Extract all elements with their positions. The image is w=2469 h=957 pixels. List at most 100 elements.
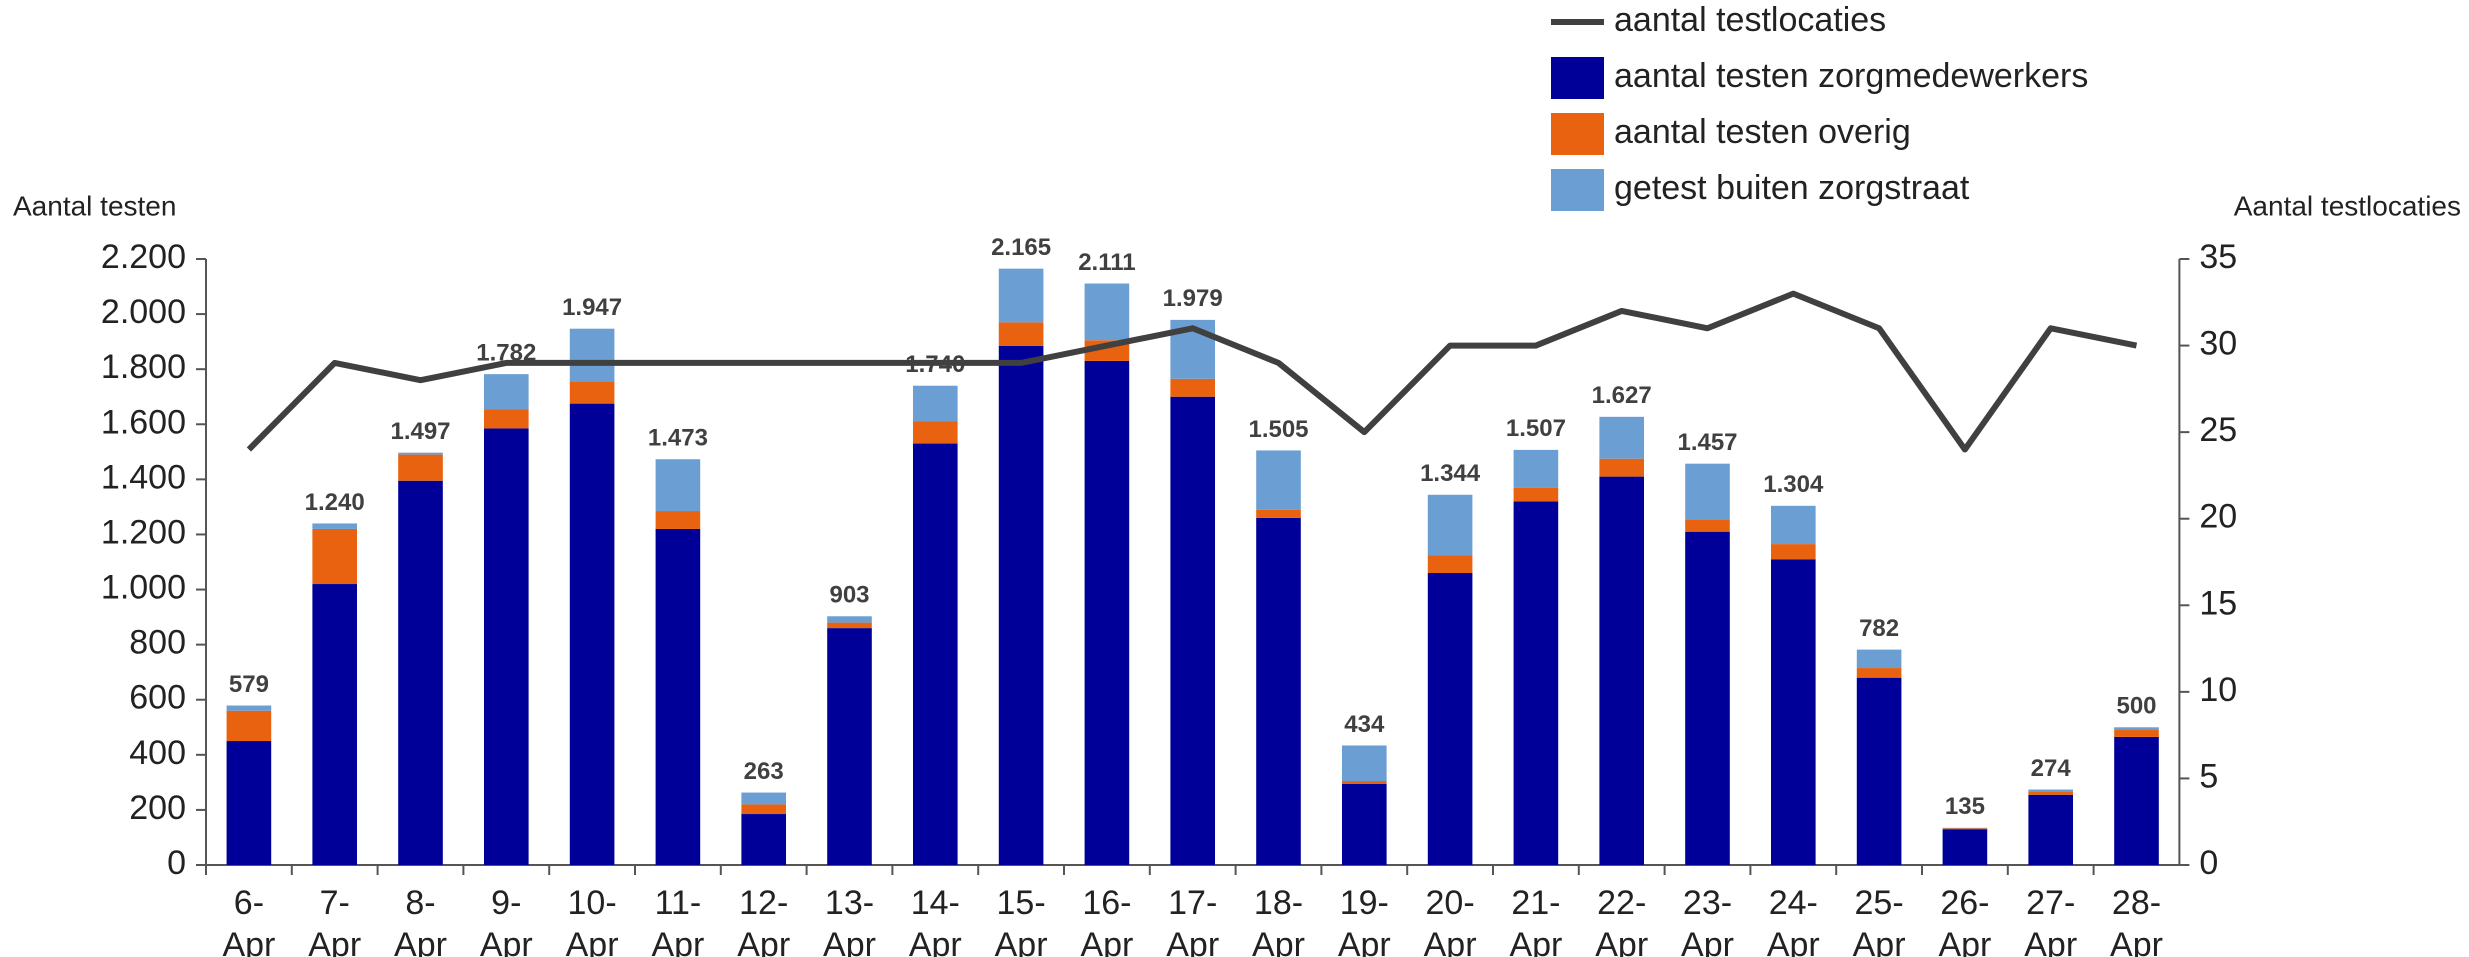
bar-segment bbox=[312, 528, 358, 585]
x-tick-label: 28-Apr bbox=[2110, 884, 2163, 957]
y-tick-label: 2.000 bbox=[101, 293, 186, 331]
bar-segment bbox=[569, 381, 615, 404]
bar-segment bbox=[1770, 559, 1816, 865]
total-label: 1.304 bbox=[1763, 471, 1824, 498]
legend-label: aantal testen overig bbox=[1614, 113, 1911, 151]
y-tick-label: 1.400 bbox=[101, 458, 186, 496]
line-series bbox=[246, 290, 2138, 453]
bar-segment bbox=[741, 814, 787, 865]
y2-tick-label: 20 bbox=[2199, 498, 2237, 536]
y-tick-label: 0 bbox=[167, 844, 186, 882]
bar-segment bbox=[1256, 517, 1301, 865]
bar-segment bbox=[1256, 509, 1301, 518]
y2-tick-label: 30 bbox=[2199, 325, 2237, 363]
bar-segment bbox=[2114, 727, 2159, 731]
legend-label: getest buiten zorgstraat bbox=[1614, 169, 1970, 207]
total-label: 263 bbox=[744, 758, 784, 785]
bar-segment bbox=[1942, 827, 1988, 829]
bar-segment bbox=[1513, 501, 1559, 865]
y2-tick-label: 15 bbox=[2199, 584, 2237, 622]
x-tick-label: 26-Apr bbox=[1938, 884, 1991, 957]
bar-segment bbox=[1942, 828, 1988, 830]
total-label: 1.507 bbox=[1506, 415, 1566, 442]
y-tick-label: 600 bbox=[129, 679, 186, 717]
bar-segment bbox=[912, 443, 958, 865]
total-label: 1.473 bbox=[648, 425, 708, 452]
y2-tick-label: 0 bbox=[2199, 844, 2218, 882]
x-tick-label: 22-Apr bbox=[1595, 884, 1648, 957]
bar-segment bbox=[312, 584, 358, 865]
total-label: 1.344 bbox=[1420, 460, 1481, 487]
total-label: 579 bbox=[229, 671, 269, 698]
x-tick-label: 18-Apr bbox=[1252, 884, 1305, 957]
bar-segment bbox=[1685, 519, 1730, 532]
bar-segment bbox=[398, 480, 443, 865]
total-label: 782 bbox=[1859, 615, 1899, 642]
bar-segment bbox=[2028, 794, 2074, 865]
x-tick-label: 7-Apr bbox=[308, 884, 361, 957]
y-tick-label: 2.200 bbox=[101, 238, 186, 276]
bar-segment bbox=[998, 345, 1044, 865]
y-axis-title: Aantal testen bbox=[13, 190, 176, 221]
bar-segment bbox=[226, 741, 272, 865]
y-tick-label: 1.000 bbox=[101, 569, 186, 607]
bar-segment bbox=[1770, 505, 1816, 545]
bar-segment bbox=[998, 268, 1044, 323]
total-label: 434 bbox=[1344, 711, 1385, 738]
bar-segment bbox=[655, 511, 701, 529]
y2-tick-label: 10 bbox=[2199, 671, 2237, 709]
x-tick-label: 21-Apr bbox=[1509, 884, 1562, 957]
total-label: 1.240 bbox=[305, 489, 365, 516]
bar-segment bbox=[1770, 544, 1816, 560]
y-tick-label: 1.600 bbox=[101, 403, 186, 441]
bar-segment bbox=[2114, 736, 2159, 865]
bar-segment bbox=[827, 616, 872, 623]
legend-swatch bbox=[1551, 57, 1604, 99]
total-label: 2.165 bbox=[991, 234, 1051, 261]
x-tick-label: 19-Apr bbox=[1338, 884, 1391, 957]
bar-segment bbox=[1341, 783, 1387, 865]
x-tick-label: 25-Apr bbox=[1853, 884, 1906, 957]
bar-segment bbox=[655, 459, 701, 512]
x-tick-label: 16-Apr bbox=[1080, 884, 1133, 957]
bar-segment bbox=[1170, 396, 1216, 865]
bar-segment bbox=[312, 523, 358, 529]
bar-segment bbox=[1084, 360, 1130, 865]
total-label: 135 bbox=[1945, 793, 1985, 820]
y2-tick-label: 5 bbox=[2199, 757, 2218, 795]
bar-segment bbox=[398, 452, 443, 455]
x-tick-label: 12-Apr bbox=[737, 884, 790, 957]
total-label: 500 bbox=[2116, 693, 2156, 720]
x-tick-label: 14-Apr bbox=[909, 884, 962, 957]
legend-label: aantal testlocaties bbox=[1614, 1, 1886, 39]
bar-segment bbox=[1942, 829, 1988, 865]
total-label: 1.979 bbox=[1163, 285, 1223, 312]
bar-segment bbox=[2114, 730, 2159, 737]
total-label: 1.627 bbox=[1592, 382, 1652, 409]
bar-segment bbox=[998, 322, 1044, 346]
bar-segment bbox=[1341, 780, 1387, 784]
y-tick-label: 1.200 bbox=[101, 513, 186, 551]
bar-segment bbox=[1856, 677, 1902, 865]
total-label: 1.505 bbox=[1248, 416, 1308, 443]
y-tick-label: 800 bbox=[129, 624, 186, 662]
x-tick-label: 6-Apr bbox=[222, 884, 275, 957]
bar-segment bbox=[1427, 494, 1473, 556]
total-label: 1.497 bbox=[390, 418, 450, 445]
bar-segment bbox=[741, 792, 787, 805]
x-tick-label: 13-Apr bbox=[823, 884, 876, 957]
bar-segment bbox=[1513, 449, 1559, 488]
y-tick-label: 400 bbox=[129, 734, 186, 772]
x-tick-label: 15-Apr bbox=[995, 884, 1048, 957]
bar-segment bbox=[483, 374, 529, 410]
bar-segment bbox=[569, 403, 615, 865]
bar-segment bbox=[1341, 745, 1387, 781]
total-label: 1.457 bbox=[1677, 429, 1737, 456]
bar-segment bbox=[1856, 668, 1902, 678]
total-label: 2.111 bbox=[1078, 249, 1135, 276]
bar-segment bbox=[226, 705, 272, 711]
bar-segment bbox=[1599, 476, 1645, 865]
total-label: 274 bbox=[2031, 755, 2072, 782]
bar-segment bbox=[2028, 789, 2074, 793]
